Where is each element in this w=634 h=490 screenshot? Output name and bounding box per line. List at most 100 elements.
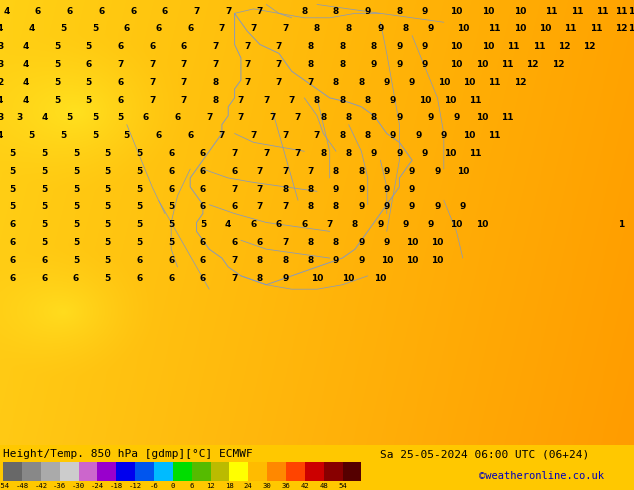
- Text: 8: 8: [346, 24, 352, 33]
- Text: 9: 9: [441, 131, 447, 140]
- Text: 8: 8: [333, 7, 339, 16]
- Text: 9: 9: [384, 167, 390, 176]
- Text: 7: 7: [244, 60, 250, 69]
- Bar: [116, 462, 135, 481]
- Text: 9: 9: [428, 24, 434, 33]
- Text: 9: 9: [377, 24, 384, 33]
- Text: 7: 7: [219, 24, 225, 33]
- Text: 5: 5: [105, 220, 111, 229]
- Text: 7: 7: [149, 78, 155, 87]
- Text: 5: 5: [92, 131, 98, 140]
- Text: 9: 9: [396, 42, 403, 51]
- Text: 6: 6: [200, 273, 206, 283]
- Text: 8: 8: [371, 113, 377, 122]
- Text: 7: 7: [181, 60, 187, 69]
- Text: 10: 10: [406, 238, 418, 247]
- Text: 4: 4: [225, 220, 231, 229]
- Text: 9: 9: [371, 149, 377, 158]
- Text: 48: 48: [320, 483, 328, 489]
- Text: 10: 10: [514, 7, 526, 16]
- Text: 6: 6: [200, 238, 206, 247]
- Text: 9: 9: [428, 113, 434, 122]
- Text: -12: -12: [129, 483, 142, 489]
- Text: 6: 6: [231, 238, 238, 247]
- Text: 9: 9: [384, 78, 390, 87]
- Bar: [41, 462, 60, 481]
- Text: 12: 12: [552, 60, 564, 69]
- Text: 6: 6: [200, 185, 206, 194]
- Text: 9: 9: [384, 185, 390, 194]
- Text: 5: 5: [54, 78, 60, 87]
- Text: 5: 5: [10, 149, 16, 158]
- Text: 8: 8: [257, 256, 263, 265]
- Text: 6: 6: [73, 273, 79, 283]
- Text: 6: 6: [117, 96, 124, 104]
- Text: 8: 8: [257, 273, 263, 283]
- Text: 7: 7: [250, 131, 257, 140]
- Text: 5: 5: [105, 273, 111, 283]
- Text: 6: 6: [35, 7, 41, 16]
- Text: 8: 8: [371, 42, 377, 51]
- Text: 5: 5: [41, 238, 48, 247]
- Text: 10: 10: [476, 220, 488, 229]
- Text: 7: 7: [288, 96, 295, 104]
- Text: 7: 7: [219, 131, 225, 140]
- Text: 10: 10: [482, 7, 495, 16]
- Text: 10: 10: [431, 238, 444, 247]
- Text: 1: 1: [618, 220, 624, 229]
- Text: 5: 5: [10, 185, 16, 194]
- Text: 7: 7: [212, 60, 219, 69]
- Text: 5: 5: [86, 96, 92, 104]
- Text: 5: 5: [168, 220, 174, 229]
- Text: 5: 5: [73, 256, 79, 265]
- Text: 7: 7: [149, 96, 155, 104]
- Text: 11: 11: [533, 42, 545, 51]
- Text: 6: 6: [41, 273, 48, 283]
- Text: 4: 4: [41, 113, 48, 122]
- Text: 7: 7: [269, 113, 276, 122]
- Text: 7: 7: [276, 60, 282, 69]
- Text: -18: -18: [110, 483, 123, 489]
- Text: 8: 8: [307, 238, 314, 247]
- Text: 5: 5: [73, 220, 79, 229]
- Text: -36: -36: [53, 483, 67, 489]
- Text: 12: 12: [583, 42, 596, 51]
- Text: 12: 12: [514, 78, 526, 87]
- Text: 9: 9: [358, 238, 365, 247]
- Text: 7: 7: [307, 167, 314, 176]
- Text: 8: 8: [365, 96, 371, 104]
- Text: 7: 7: [225, 7, 231, 16]
- Text: 9: 9: [358, 256, 365, 265]
- Text: 6: 6: [98, 7, 105, 16]
- Text: 9: 9: [396, 149, 403, 158]
- Text: 36: 36: [281, 483, 290, 489]
- Text: 4: 4: [3, 7, 10, 16]
- Text: 8: 8: [307, 185, 314, 194]
- Bar: [98, 462, 116, 481]
- Text: 6: 6: [155, 24, 162, 33]
- Text: 8: 8: [346, 113, 352, 122]
- Text: 5: 5: [136, 167, 143, 176]
- Text: 8: 8: [212, 96, 219, 104]
- Text: 6: 6: [10, 220, 16, 229]
- Text: 8: 8: [307, 202, 314, 211]
- Text: 10: 10: [450, 60, 463, 69]
- Text: 8: 8: [365, 131, 371, 140]
- Text: 2: 2: [0, 78, 3, 87]
- Text: 5: 5: [54, 96, 60, 104]
- Text: 12: 12: [558, 42, 571, 51]
- Text: 4: 4: [29, 24, 35, 33]
- Text: 8: 8: [333, 167, 339, 176]
- Text: 8: 8: [333, 238, 339, 247]
- Text: 4: 4: [0, 24, 3, 33]
- Text: 7: 7: [314, 131, 320, 140]
- Text: 3: 3: [0, 60, 3, 69]
- Bar: [60, 462, 79, 481]
- Text: 9: 9: [390, 131, 396, 140]
- Text: 9: 9: [415, 131, 422, 140]
- Text: 30: 30: [262, 483, 271, 489]
- Text: 9: 9: [390, 96, 396, 104]
- Text: 5: 5: [60, 24, 67, 33]
- Text: 54: 54: [338, 483, 347, 489]
- Text: 5: 5: [117, 113, 124, 122]
